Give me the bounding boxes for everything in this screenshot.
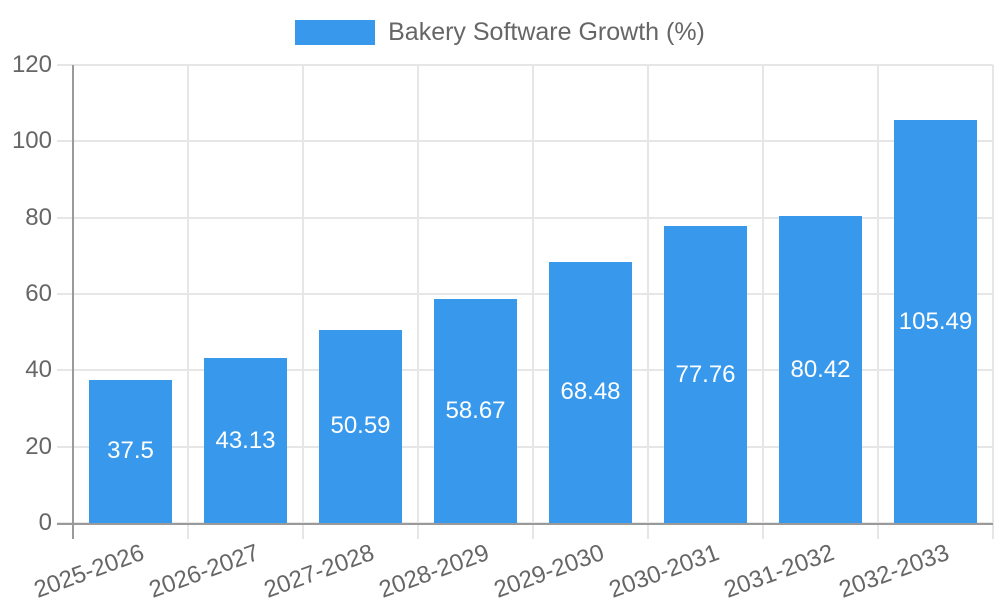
- x-gridline: [647, 65, 649, 523]
- y-tick: [57, 140, 73, 143]
- bar-value-label: 50.59: [330, 412, 391, 440]
- bar-value-label: 105.49: [898, 307, 973, 335]
- bar[interactable]: [894, 120, 977, 523]
- y-tick-label: 20: [25, 432, 52, 460]
- y-axis-line: [72, 65, 74, 539]
- x-tick-label: 2032-2033: [835, 539, 953, 600]
- x-axis-line: [57, 523, 993, 525]
- bar-value-label: 80.42: [790, 355, 851, 383]
- bar[interactable]: [779, 216, 862, 523]
- y-tick-label: 120: [11, 51, 52, 78]
- x-tick: [532, 523, 534, 539]
- bar[interactable]: [664, 226, 747, 523]
- x-tick-label: 2027-2028: [260, 539, 378, 600]
- y-tick-label: 0: [38, 509, 52, 536]
- x-tick: [417, 523, 419, 539]
- x-gridline: [417, 65, 419, 523]
- bar[interactable]: [89, 379, 172, 523]
- x-tick: [877, 523, 879, 539]
- legend-item[interactable]: Bakery Software Growth (%): [295, 19, 705, 46]
- bar[interactable]: [319, 329, 402, 523]
- y-tick: [57, 369, 73, 372]
- x-tick: [992, 523, 994, 539]
- y-tick-label: 80: [25, 203, 52, 231]
- bar-value-label: 77.76: [675, 360, 736, 388]
- bar[interactable]: [434, 299, 517, 523]
- x-gridline: [762, 65, 764, 523]
- x-tick-label: 2025-2026: [30, 539, 148, 600]
- y-tick-label: 100: [11, 127, 52, 155]
- x-tick: [762, 523, 764, 539]
- bar[interactable]: [204, 358, 287, 523]
- x-tick-label: 2029-2030: [490, 539, 608, 600]
- x-gridline: [302, 65, 304, 523]
- x-tick-label: 2026-2027: [145, 539, 263, 600]
- x-gridline: [877, 65, 879, 523]
- legend-label: Bakery Software Growth (%): [388, 18, 705, 46]
- x-tick-label: 2031-2032: [720, 539, 838, 600]
- x-tick-label: 2028-2029: [375, 539, 493, 600]
- y-tick: [57, 216, 73, 219]
- x-gridline: [187, 65, 189, 523]
- legend-swatch-icon: [295, 20, 376, 45]
- x-gridline: [532, 65, 534, 523]
- x-gridline: [992, 65, 994, 523]
- y-tick: [57, 445, 73, 448]
- x-tick-label: 2030-2031: [605, 539, 723, 600]
- legend: Bakery Software Growth (%): [0, 19, 1000, 46]
- x-tick: [647, 523, 649, 539]
- bar[interactable]: [549, 261, 632, 523]
- y-tick-label: 40: [25, 356, 52, 384]
- y-tick-label: 60: [25, 280, 52, 307]
- y-tick: [57, 64, 73, 66]
- x-tick: [302, 523, 304, 539]
- bar-value-label: 68.48: [560, 378, 621, 406]
- bar-value-label: 58.67: [445, 397, 506, 425]
- x-tick: [187, 523, 189, 539]
- y-tick: [57, 293, 73, 295]
- bar-value-label: 37.5: [107, 437, 154, 465]
- bar-value-label: 43.13: [215, 426, 276, 454]
